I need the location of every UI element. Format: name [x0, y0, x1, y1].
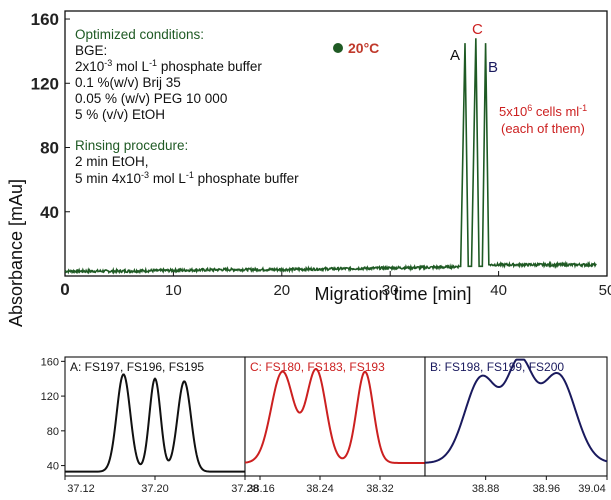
cells-note-line-1: 5x106 cells ml-1 — [499, 103, 587, 119]
main-x-axis: 0 10 20 30 40 50 — [60, 271, 611, 299]
rinsing-line-1: 2 min EtOH, — [75, 154, 149, 169]
rinsing-line-2-c: phosphate buffer — [194, 171, 299, 186]
peak-label-b: B — [488, 59, 498, 76]
y-axis-label: Absorbance [mAu] — [6, 179, 26, 327]
main-y-axis: 40 80 120 160 — [31, 10, 70, 222]
conditions-heading: Optimized conditions: — [75, 27, 204, 42]
main-y-tick-label: 80 — [40, 139, 59, 158]
bge-line-4: 5 % (v/v) EtOH — [75, 107, 165, 122]
main-trace-line — [64, 38, 597, 275]
inset-b-title: B: FS198, FS199, FS200 — [430, 360, 564, 374]
temperature-dot-icon — [333, 43, 343, 53]
inset-b-panel: 38.88 38.96 39.04 B: FS198, FS199, FS200 — [424, 356, 608, 495]
inset-c-x-tick-label: 38.32 — [366, 483, 394, 495]
main-x-tick-label: 40 — [490, 282, 507, 299]
inset-b-x-tick-label: 38.96 — [533, 483, 561, 495]
inset-a-x-tick-label: 37.12 — [67, 483, 95, 495]
inset-a-title: A: FS197, FS196, FS195 — [70, 360, 204, 374]
bge-line-1-c: phosphate buffer — [157, 59, 262, 74]
cells-note-b: cells ml — [532, 104, 579, 119]
cells-note-exp: 6 — [527, 103, 532, 113]
cells-note-line-2: (each of them) — [501, 121, 585, 136]
peak-label-a: A — [450, 47, 460, 64]
inset-c-title: C: FS180, FS183, FS193 — [250, 360, 385, 374]
inset-b-trace — [425, 358, 607, 464]
main-plot-frame — [64, 10, 608, 277]
main-x-tick-label: 20 — [273, 282, 290, 299]
bge-line-1: 2x10-3 mol L-1 phosphate buffer — [75, 58, 262, 74]
main-x-tick-label: 10 — [165, 282, 182, 299]
peak-label-c: C — [472, 21, 483, 38]
inset-c-trace — [245, 368, 425, 464]
bge-label: BGE: — [75, 43, 107, 58]
inset-c-frame — [244, 356, 426, 477]
inset-a-frame — [64, 356, 246, 477]
inset-y-tick-label: 160 — [41, 356, 59, 368]
inset-c-x-tick-label: 38.24 — [306, 483, 334, 495]
bge-line-1-exp2: -1 — [149, 58, 157, 68]
bge-line-1-exp1: -3 — [104, 58, 112, 68]
main-x-tick-label: 30 — [382, 282, 399, 299]
rinsing-line-2-exp1: -3 — [141, 170, 149, 180]
inset-c-panel: 38.16 38.24 38.32 C: FS180, FS183, FS193 — [244, 356, 426, 495]
main-y-tick-label: 160 — [31, 10, 59, 29]
main-y-tick-label: 40 — [40, 203, 59, 222]
inset-b-frame — [424, 356, 608, 477]
main-y-tick-label: 120 — [31, 74, 59, 93]
rinsing-line-2-b: mol L — [149, 171, 186, 186]
bge-line-1-a: 2x10 — [75, 59, 104, 74]
main-electropherogram: 40 80 120 160 0 10 20 30 40 50 Optimized conditi… — [6, 10, 611, 327]
inset-y-tick-label: 120 — [41, 391, 59, 403]
rinsing-heading: Rinsing procedure: — [75, 138, 188, 153]
inset-b-x-tick-label: 39.04 — [578, 483, 606, 495]
x-axis-label: Migration time [min] — [314, 284, 471, 304]
bge-line-1-b: mol L — [112, 59, 149, 74]
inset-a-x-tick-label: 37.20 — [141, 483, 169, 495]
inset-a-panel: 37.12 37.20 37.28 40 80 120 160 A: FS197, FS196… — [41, 356, 259, 495]
temperature-label: 20°C — [348, 40, 379, 56]
main-x-tick-label: 50 — [599, 282, 611, 299]
main-x-tick-label: 0 — [60, 280, 69, 299]
inset-c-x-tick-label: 38.16 — [247, 483, 275, 495]
rinsing-line-2: 5 min 4x10-3 mol L-1 phosphate buffer — [75, 170, 299, 186]
inset-b-x-tick-label: 38.88 — [472, 483, 500, 495]
inset-y-tick-label: 40 — [47, 461, 59, 473]
inset-y-tick-label: 80 — [47, 426, 59, 438]
rinsing-line-2-exp2: -1 — [186, 170, 194, 180]
bge-line-2: 0.1 %(w/v) Brij 35 — [75, 75, 181, 90]
inset-a-x-tick-label: 37.28 — [231, 483, 259, 495]
cells-note-exp2: -1 — [579, 103, 587, 113]
inset-a-trace — [65, 373, 245, 473]
bge-line-3: 0.05 % (w/v) PEG 10 000 — [75, 91, 227, 106]
cells-note-a: 5x10 — [499, 104, 527, 119]
rinsing-line-2-a: 5 min 4x10 — [75, 171, 141, 186]
